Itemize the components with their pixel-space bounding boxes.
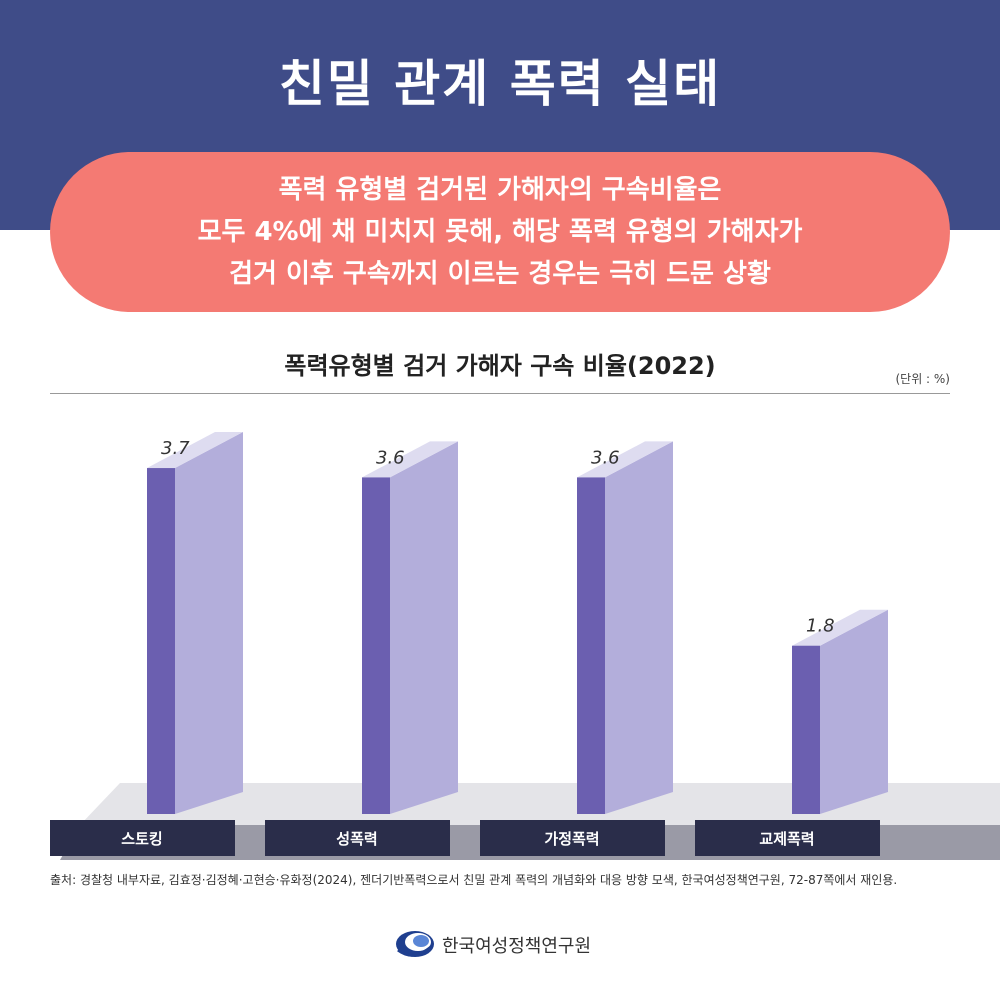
bar: [577, 477, 605, 814]
category-label: 성폭력: [336, 830, 377, 848]
callout-line-2: 모두 4%에 채 미치지 못해, 해당 폭력 유형의 가해자가: [197, 217, 803, 247]
kwdi-logo-icon: [396, 931, 434, 957]
page-title: 친밀 관계 폭력 실태: [278, 55, 722, 113]
category-label-bg: [695, 820, 880, 856]
bar: [792, 645, 820, 814]
source-note: 출처: 경찰청 내부자료, 김효정·김정혜·고현승·유화정(2024), 젠더기…: [50, 873, 898, 887]
org-logo: 한국여성정책연구원: [394, 926, 634, 962]
bar-top: [792, 609, 888, 646]
bar: [362, 477, 390, 814]
bar-side: [390, 441, 458, 814]
chart-platform-top: [80, 783, 1000, 825]
category-label-bg: [480, 820, 665, 856]
callout-line-3: 검거 이후 구속까지 이르는 경우는 극히 드문 상황: [229, 259, 771, 289]
bar-side: [175, 432, 243, 814]
bar-side: [820, 609, 888, 814]
bar-top: [362, 441, 458, 478]
org-name: 한국여성정책연구원: [442, 936, 592, 957]
value-label: 3.7: [161, 438, 190, 459]
bar-chart: 3.7 스토킹 3.6 성폭력 3.6 가정폭력 1.8 교제폭력: [50, 432, 1000, 860]
category-label: 스토킹: [121, 830, 162, 848]
category-label: 교제폭력: [759, 830, 814, 848]
category-label: 가정폭력: [544, 830, 599, 848]
chart-title: 폭력유형별 검거 가해자 구속 비율(2022): [284, 352, 716, 380]
category-label-bg: [265, 820, 450, 856]
unit-label: (단위 : %): [895, 372, 950, 386]
callout-line-1: 폭력 유형별 검거된 가해자의 구속비율은: [278, 175, 722, 205]
bar-top: [147, 432, 243, 469]
bar-top: [577, 441, 673, 478]
bar-side: [605, 441, 673, 814]
category-label-bg: [50, 820, 235, 856]
value-label: 3.6: [591, 447, 620, 468]
value-label: 3.6: [376, 447, 405, 468]
value-label: 1.8: [806, 616, 835, 637]
bar: [147, 468, 175, 814]
title-divider: [50, 393, 950, 394]
callout-box: 폭력 유형별 검거된 가해자의 구속비율은 모두 4%에 채 미치지 못해, 해…: [50, 152, 950, 312]
